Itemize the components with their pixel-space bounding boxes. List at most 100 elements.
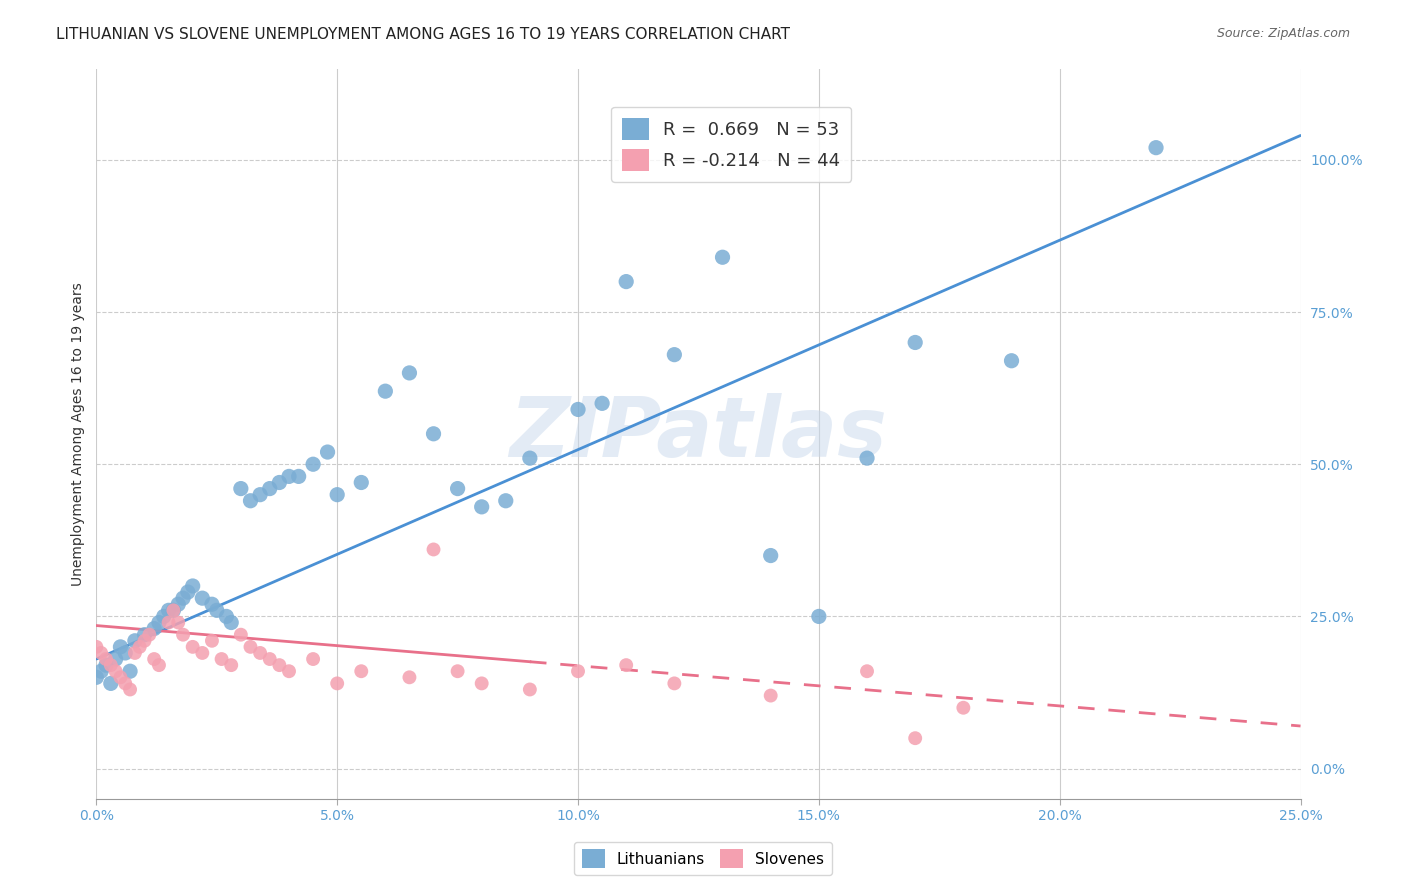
Point <box>711 250 734 264</box>
Point <box>191 646 214 660</box>
Point <box>856 664 879 678</box>
Point <box>239 640 262 654</box>
Point <box>90 664 112 678</box>
Point <box>591 396 613 410</box>
Point <box>86 670 108 684</box>
Point <box>162 603 184 617</box>
Point <box>211 652 233 666</box>
Point <box>229 628 252 642</box>
Point <box>128 640 150 654</box>
Point <box>120 682 142 697</box>
Point <box>148 658 170 673</box>
Point <box>856 451 879 466</box>
Point <box>495 493 517 508</box>
Point <box>110 640 132 654</box>
Point <box>86 640 108 654</box>
Point <box>219 615 242 630</box>
Point <box>952 700 974 714</box>
Point <box>201 597 224 611</box>
Point <box>120 664 142 678</box>
Point <box>350 475 373 490</box>
Y-axis label: Unemployment Among Ages 16 to 19 years: Unemployment Among Ages 16 to 19 years <box>72 282 86 586</box>
Point <box>177 585 200 599</box>
Point <box>269 475 291 490</box>
Point <box>201 633 224 648</box>
Point <box>110 670 132 684</box>
Point <box>162 603 184 617</box>
Point <box>100 658 122 673</box>
Point <box>138 628 160 642</box>
Point <box>302 652 325 666</box>
Point <box>287 469 309 483</box>
Point <box>446 482 468 496</box>
Point <box>143 652 166 666</box>
Point <box>567 402 589 417</box>
Text: ZIPatlas: ZIPatlas <box>509 393 887 475</box>
Point <box>398 366 420 380</box>
Point <box>215 609 238 624</box>
Point <box>664 348 686 362</box>
Point <box>326 488 349 502</box>
Point <box>249 646 271 660</box>
Point <box>104 652 127 666</box>
Point <box>471 500 494 514</box>
Point <box>134 628 156 642</box>
Legend: Lithuanians, Slovenes: Lithuanians, Slovenes <box>574 841 832 875</box>
Point <box>326 676 349 690</box>
Point <box>350 664 373 678</box>
Point <box>249 488 271 502</box>
Point <box>664 676 686 690</box>
Point <box>519 451 541 466</box>
Point <box>205 603 228 617</box>
Point <box>134 633 156 648</box>
Point <box>148 615 170 630</box>
Point <box>124 646 146 660</box>
Point <box>278 469 301 483</box>
Point <box>374 384 396 399</box>
Point <box>219 658 242 673</box>
Point <box>191 591 214 606</box>
Point <box>904 335 927 350</box>
Point <box>181 579 204 593</box>
Point <box>278 664 301 678</box>
Point <box>1000 353 1022 368</box>
Point <box>167 597 190 611</box>
Point <box>229 482 252 496</box>
Point <box>90 646 112 660</box>
Point <box>759 689 782 703</box>
Point <box>302 457 325 471</box>
Point <box>239 493 262 508</box>
Point <box>614 658 637 673</box>
Point <box>1144 141 1167 155</box>
Point <box>398 670 420 684</box>
Point <box>172 591 194 606</box>
Point <box>94 652 117 666</box>
Point <box>904 731 927 746</box>
Point <box>104 664 127 678</box>
Point <box>114 646 136 660</box>
Point <box>471 676 494 690</box>
Point <box>172 628 194 642</box>
Point <box>124 633 146 648</box>
Point <box>519 682 541 697</box>
Point <box>422 426 444 441</box>
Point <box>259 482 281 496</box>
Point <box>422 542 444 557</box>
Text: Source: ZipAtlas.com: Source: ZipAtlas.com <box>1216 27 1350 40</box>
Point <box>94 658 117 673</box>
Point <box>567 664 589 678</box>
Legend: R =  0.669   N = 53, R = -0.214   N = 44: R = 0.669 N = 53, R = -0.214 N = 44 <box>612 107 852 181</box>
Text: LITHUANIAN VS SLOVENE UNEMPLOYMENT AMONG AGES 16 TO 19 YEARS CORRELATION CHART: LITHUANIAN VS SLOVENE UNEMPLOYMENT AMONG… <box>56 27 790 42</box>
Point <box>316 445 339 459</box>
Point <box>181 640 204 654</box>
Point <box>167 615 190 630</box>
Point <box>614 275 637 289</box>
Point <box>114 676 136 690</box>
Point <box>807 609 830 624</box>
Point <box>446 664 468 678</box>
Point <box>259 652 281 666</box>
Point <box>143 622 166 636</box>
Point <box>152 609 174 624</box>
Point <box>100 676 122 690</box>
Point <box>157 603 180 617</box>
